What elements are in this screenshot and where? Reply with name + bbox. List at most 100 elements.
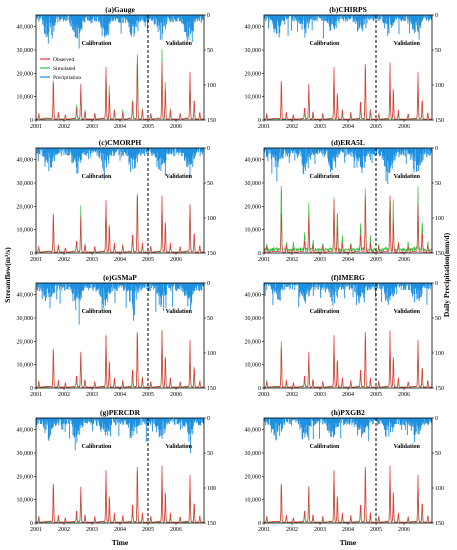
y2-tick-label: 0 (207, 146, 210, 152)
y-tick-label: 20,000 (17, 71, 34, 77)
plot-frame (263, 417, 433, 524)
y-axis-label: Streamflow(m³/s) (3, 247, 12, 303)
y-tick-label: 10,000 (245, 95, 262, 101)
observed-series-line (264, 195, 432, 253)
x-tick-label: 2005 (370, 392, 382, 398)
y2-tick-label: 0 (207, 416, 210, 422)
legend: Observed Simulated Precipitation (40, 57, 81, 81)
y-tick-label: 40,000 (17, 25, 34, 31)
simulated-series-line (263, 185, 433, 254)
observed-series-line (36, 195, 204, 253)
chart-panel: (c)CMORPH Calibration Validation 2001 2002 20… (17, 138, 217, 263)
y2-tick-label: 0 (435, 281, 438, 287)
x-tick-label: 2006 (398, 527, 410, 533)
y2-tick-label: 150 (435, 521, 444, 527)
simulated-series-line (36, 193, 205, 254)
calibration-label: Calibration (82, 41, 112, 47)
y-tick-label: 0 (30, 251, 33, 257)
chart-title: (h)PXGB2 (331, 408, 365, 417)
y2-tick-label: 50 (435, 48, 441, 54)
x-tick-label: 2006 (398, 257, 410, 263)
y2-tick-label: 150 (435, 118, 444, 124)
y-tick-label: 0 (258, 251, 261, 257)
y-tick-label: 30,000 (245, 316, 262, 322)
precipitation-series (263, 283, 432, 308)
x-tick-label: 2002 (286, 124, 298, 130)
y-tick-label: 10,000 (17, 498, 34, 504)
observed-series-line (36, 62, 204, 120)
plot-frame (263, 14, 433, 121)
x-tick-label: 2006 (398, 124, 410, 130)
y2-tick-label: 100 (435, 486, 444, 492)
x-tick-label: 2004 (114, 124, 126, 130)
x-tick-label: 2001 (30, 257, 42, 263)
x-tick-label: 2002 (58, 392, 70, 398)
calibration-label: Calibration (82, 174, 112, 180)
validation-label: Validation (166, 41, 193, 47)
y2-tick-label: 50 (207, 451, 213, 457)
x-tick-label: 2004 (114, 527, 126, 533)
y-tick-label: 0 (258, 386, 261, 392)
y2-tick-label: 50 (207, 48, 213, 54)
plot-frame (35, 282, 205, 389)
y2-tick-label: 150 (207, 118, 216, 124)
legend-entry: Precipitation (53, 75, 81, 81)
precipitation-series (263, 148, 432, 184)
observed-series-line (264, 330, 432, 388)
y-tick-label: 30,000 (245, 181, 262, 187)
y-tick-label: 20,000 (17, 474, 34, 480)
y2-tick-label: 50 (435, 181, 441, 187)
y-tick-label: 0 (258, 521, 261, 527)
y2-tick-label: 0 (207, 13, 210, 19)
validation-label: Validation (394, 444, 421, 450)
y2-tick-label: 150 (435, 386, 444, 392)
y-tick-label: 20,000 (245, 474, 262, 480)
y-tick-label: 10,000 (17, 228, 34, 234)
x-tick-label: 2002 (58, 527, 70, 533)
plot-frame (35, 417, 205, 524)
observed-series-line (264, 465, 432, 523)
y2-tick-label: 150 (207, 251, 216, 257)
simulated-series-line (264, 73, 433, 121)
validation-label: Validation (394, 174, 421, 180)
x-tick-label: 2002 (58, 124, 70, 130)
chart-panel: (h)PXGB2 Calibration Validation 2001 2002 200… (245, 408, 445, 533)
y2-tick-label: 150 (207, 521, 216, 527)
y-tick-label: 30,000 (17, 181, 34, 187)
observed-series-line (36, 330, 204, 388)
y-tick-label: 20,000 (245, 204, 262, 210)
x-tick-label: 2003 (86, 392, 98, 398)
simulated-series-line (35, 329, 204, 389)
x-tick-label: 2001 (258, 124, 270, 130)
y2-tick-label: 50 (207, 181, 213, 187)
x-tick-label: 2003 (86, 257, 98, 263)
calibration-label: Calibration (82, 444, 112, 450)
y-tick-label: 40,000 (245, 25, 262, 31)
legend-entry: Observed (53, 57, 74, 63)
x-tick-label: 2001 (258, 257, 270, 263)
legend-entry: Simulated (53, 66, 76, 72)
y-tick-label: 20,000 (245, 71, 262, 77)
x-tick-label: 2003 (314, 527, 326, 533)
x-axis-label: Time (340, 538, 357, 547)
y-tick-label: 10,000 (245, 363, 262, 369)
x-tick-label: 2004 (114, 257, 126, 263)
precipitation-series (35, 15, 204, 49)
x-tick-label: 2001 (258, 527, 270, 533)
x-tick-label: 2003 (314, 124, 326, 130)
x-tick-label: 2002 (286, 257, 298, 263)
x-tick-label: 2005 (370, 257, 382, 263)
x-tick-label: 2003 (314, 392, 326, 398)
y2-tick-label: 0 (207, 281, 210, 287)
x-tick-label: 2001 (30, 124, 42, 130)
y2-tick-label: 100 (435, 216, 444, 222)
y-tick-label: 10,000 (245, 498, 262, 504)
y-tick-label: 40,000 (245, 428, 262, 434)
plot-frame (35, 147, 205, 254)
y-tick-label: 20,000 (17, 339, 34, 345)
chart-panel: (d)ERA5L Calibration Validation 2001 2002 200… (245, 138, 445, 263)
x-tick-label: 2001 (30, 527, 42, 533)
y-tick-label: 30,000 (17, 451, 34, 457)
calibration-label: Calibration (82, 309, 112, 315)
